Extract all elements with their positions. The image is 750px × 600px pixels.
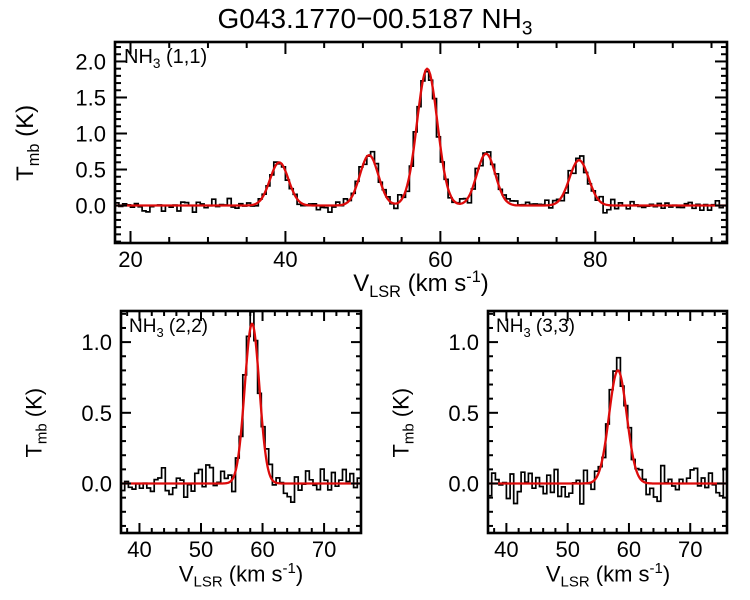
svg-text:0.0: 0.0 — [448, 472, 479, 497]
y-axis-label-bottom-left: Tmb (K) — [21, 387, 51, 458]
svg-text:50: 50 — [555, 537, 579, 562]
svg-text:40: 40 — [127, 537, 151, 562]
svg-text:2.0: 2.0 — [75, 50, 106, 75]
panel-label-nh3-33: NH3 (3,3) — [496, 316, 575, 340]
svg-text:1.0: 1.0 — [75, 122, 106, 147]
svg-text:20: 20 — [118, 247, 142, 272]
x-axis-label-bottom-right: VLSR (km s-1) — [545, 560, 671, 591]
svg-text:60: 60 — [428, 247, 452, 272]
svg-text:0.5: 0.5 — [448, 401, 479, 426]
spectrum-plot-nh3-11: 20 40 60 80 0.0 0.5 1.0 1.5 2.0 — [75, 40, 729, 272]
svg-text:1.0: 1.0 — [448, 330, 479, 355]
svg-text:60: 60 — [617, 537, 641, 562]
svg-text:0.0: 0.0 — [81, 472, 112, 497]
svg-text:50: 50 — [189, 537, 213, 562]
panel-label-nh3-22: NH3 (2,2) — [129, 316, 208, 340]
svg-text:0.0: 0.0 — [75, 194, 106, 219]
svg-text:1.0: 1.0 — [81, 330, 112, 355]
svg-text:80: 80 — [583, 247, 607, 272]
spectrum-plot-nh3-22: 40 50 60 70 0.0 0.5 1.0 — [81, 309, 363, 562]
x-axis-label-top: VLSR (km s-1) — [353, 268, 489, 301]
x-axis-label-bottom-left: VLSR (km s-1) — [178, 560, 304, 591]
figure-title: G043.1770−00.5187 NH3 — [217, 3, 533, 40]
svg-text:40: 40 — [494, 537, 518, 562]
svg-text:0.5: 0.5 — [75, 158, 106, 183]
panel-label-nh3-11: NH3 (1,1) — [124, 46, 208, 71]
y-axis-label-top: Tmb (K) — [12, 104, 43, 181]
svg-text:0.5: 0.5 — [81, 401, 112, 426]
svg-text:40: 40 — [273, 247, 297, 272]
svg-text:70: 70 — [678, 537, 702, 562]
svg-text:60: 60 — [250, 537, 274, 562]
svg-text:70: 70 — [312, 537, 336, 562]
y-axis-label-bottom-right: Tmb (K) — [388, 387, 418, 458]
svg-text:1.5: 1.5 — [75, 86, 106, 111]
spectrum-plot-nh3-33: 40 50 60 70 0.0 0.5 1.0 — [448, 309, 729, 562]
